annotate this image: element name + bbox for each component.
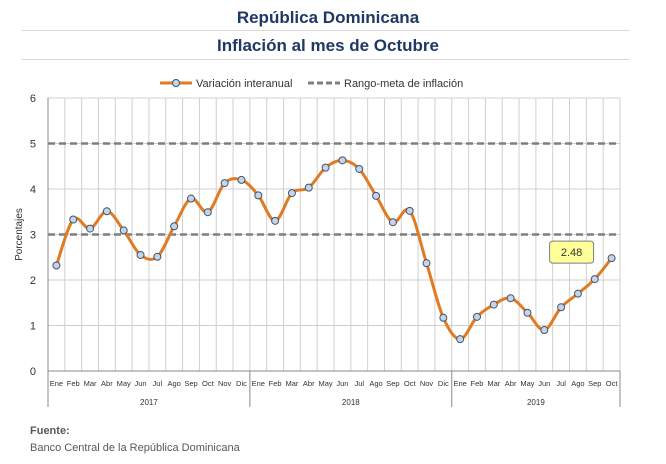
x-tick-label: Ago [167,379,180,388]
chart-title: República Dominicana [236,8,420,27]
title-divider [22,30,630,31]
data-point [254,191,263,200]
legend-label-rango: Rango-meta de inflación [344,78,463,90]
data-point [304,183,313,192]
data-point [590,275,599,284]
data-point [422,259,431,268]
data-point [220,179,229,188]
x-tick-label: Sep [588,379,601,388]
data-point [405,206,414,215]
x-tick-label: Nov [218,379,232,388]
y-tick-label: 1 [30,321,36,333]
year-label: 2019 [527,398,545,407]
x-tick-label: Dic [438,379,449,388]
x-tick-label: Feb [269,379,282,388]
x-tick-label: Ene [453,379,466,388]
y-tick-label: 5 [30,139,36,151]
x-tick-label: Dic [236,379,247,388]
data-point [338,156,347,165]
source-label: Fuente: [30,425,70,437]
data-point [355,164,364,173]
x-tick-label: Abr [505,379,517,388]
callout-box [549,240,595,264]
data-point [136,250,145,259]
data-point [523,308,532,317]
x-tick-label: Sep [184,379,197,388]
x-tick-label: Oct [404,379,417,388]
inflation-chart: Variación interanual Rango-meta de inflac… [14,78,621,407]
data-point [153,252,162,261]
year-label: 2017 [140,398,158,407]
data-point [119,226,128,235]
x-tick-label: Mar [487,379,500,388]
x-tick-label: Feb [471,379,484,388]
x-tick-label: Ene [50,379,63,388]
data-point [69,215,78,224]
series-variacion-interanual [52,156,616,344]
year-label: 2018 [342,398,360,407]
data-point [102,207,111,216]
x-tick-label: Mar [285,379,298,388]
x-tick-label: Jun [134,379,146,388]
data-point [607,254,616,263]
data-point [489,300,498,309]
x-axis: Ene Feb Mar Abr May Jun Jul Ago Sep Oct Nov Dic Ene F… [47,370,621,407]
data-point [237,175,246,184]
x-tick-label: Ene [252,379,265,388]
x-tick-label: May [117,379,131,388]
data-point [388,218,397,227]
data-point [573,289,582,298]
data-point [52,261,61,270]
source-text: Banco Central de la República Dominicana [30,442,240,454]
x-tick-label: May [319,379,333,388]
x-tick-label: Nov [420,379,434,388]
x-tick-label: Sep [386,379,399,388]
data-point [372,191,381,200]
data-point [456,335,465,344]
chart-legend: Variación interanual Rango-meta de inflac… [160,78,463,90]
data-point [540,326,549,335]
x-tick-label: Mar [84,379,97,388]
x-tick-label: Ago [369,379,382,388]
x-tick-label: Jun [538,379,550,388]
x-tick-label: Feb [67,379,80,388]
legend-label-variacion: Variación interanual [196,78,292,90]
y-tick-label: 3 [30,230,36,242]
data-point [271,216,280,225]
data-point [506,294,515,303]
x-tick-label: May [520,379,534,388]
chart-subtitle: Inflación al mes de Octubre [216,36,439,55]
data-point [287,189,296,198]
y-axis: 0 1 2 3 4 5 6 Porcentajes [14,93,49,378]
y-tick-label: 0 [30,366,36,378]
x-tick-label: Abr [303,379,315,388]
x-tick-label: Jul [354,379,364,388]
x-tick-label: Jul [153,379,163,388]
x-tick-label: Ago [571,379,584,388]
data-point [439,313,448,322]
series-line [54,158,613,341]
legend-marker-variacion [172,79,180,87]
y-tick-label: 4 [30,184,36,196]
x-tick-label: Oct [202,379,215,388]
x-tick-label: Abr [101,379,113,388]
y-tick-label: 6 [30,93,36,105]
subtitle-divider [22,59,630,60]
y-axis-label: Porcentajes [14,208,25,261]
callout-label: 2.48 [561,247,582,259]
data-point [321,163,330,172]
target-range-lines [48,142,620,236]
data-point [170,222,179,231]
data-point [557,303,566,312]
data-point [187,194,195,203]
data-point [203,208,212,217]
y-tick-label: 2 [30,275,36,287]
data-point [473,312,481,321]
x-tick-label: Jun [336,379,348,388]
x-tick-label: Jul [556,379,566,388]
x-tick-label: Oct [606,379,619,388]
data-point [86,224,95,233]
last-value-callout: 2.48 [549,240,595,264]
